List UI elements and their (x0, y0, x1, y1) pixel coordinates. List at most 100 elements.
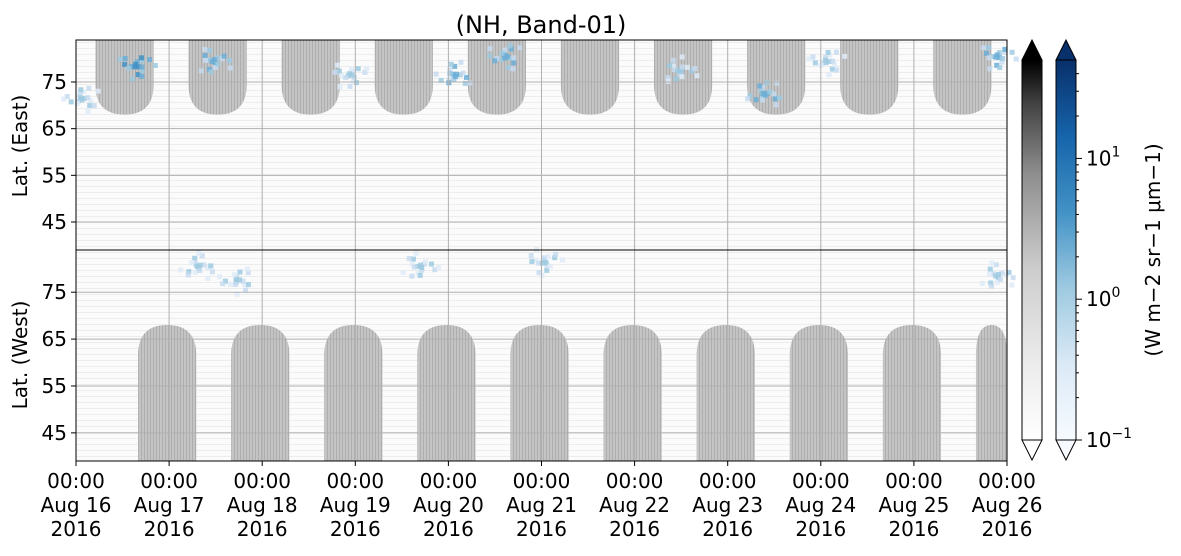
radiance-cell (812, 60, 818, 66)
radiance-cell (684, 64, 690, 70)
y-tick-label-west: 65 (42, 327, 67, 351)
radiance-cell (552, 255, 558, 261)
radiance-cell (694, 73, 700, 79)
radiance-cell (220, 281, 226, 287)
radiance-cell (671, 67, 677, 73)
y-tick-label-east: 55 (42, 163, 67, 187)
x-tick-label: 2016 (423, 517, 474, 541)
radiance-cell (528, 253, 534, 259)
radiance-cell (133, 61, 139, 67)
radiance-cell (228, 65, 233, 71)
radiance-cell (197, 268, 203, 273)
radiance-cell (665, 78, 671, 84)
radiance-cell (517, 45, 523, 51)
y-tick-label-east: 75 (42, 70, 67, 94)
radiance-cell (987, 66, 993, 72)
x-tick-label: 2016 (51, 517, 102, 541)
x-tick-label: Aug 18 (227, 493, 298, 517)
radiance-cell (147, 57, 152, 63)
radiance-cell (823, 57, 828, 63)
x-tick-label: 2016 (516, 517, 567, 541)
y-tick-label-east: 45 (42, 210, 67, 234)
radiance-cell (1010, 275, 1016, 281)
radiance-cell (447, 67, 453, 73)
radiance-cell (529, 259, 535, 265)
radiance-cell (767, 89, 773, 95)
radiance-cell (984, 50, 989, 56)
radiance-cell (994, 52, 1000, 58)
radiance-cell (349, 72, 355, 78)
radiance-cell (993, 273, 999, 279)
radiance-cell (825, 49, 831, 55)
no-data-region-west (138, 325, 197, 461)
radiance-cell (409, 261, 415, 267)
radiance-cell (499, 50, 505, 56)
radiance-cell (74, 101, 80, 107)
radiance-cell (988, 280, 994, 286)
x-tick-label: 00:00 (978, 469, 1036, 493)
no-data-region-west (603, 325, 662, 461)
radiance-cell (213, 65, 218, 70)
radiance-cell (536, 270, 542, 275)
radiance-cell (1001, 49, 1007, 55)
no-data-region-west (696, 325, 755, 461)
radiance-cell (332, 69, 338, 75)
radiance-cell (679, 74, 685, 80)
radiance-cell (77, 92, 83, 98)
no-data-region-east (560, 40, 620, 115)
radiance-cell (986, 45, 992, 51)
radiance-cell (773, 102, 779, 108)
radiance-cell (354, 80, 359, 86)
x-tick-label: Aug 24 (785, 493, 856, 517)
radiance-cell (505, 65, 511, 70)
radiance-cell (989, 54, 995, 59)
x-tick-label: Aug 20 (413, 493, 484, 517)
colorbar-blues-extend-min (1055, 439, 1077, 462)
radiance-cell (760, 91, 766, 96)
radiance-cell (231, 272, 237, 278)
radiance-cell (139, 58, 145, 64)
colorbar-tick-label: 101 (1086, 144, 1120, 170)
radiance-cell (409, 273, 415, 279)
x-tick-label: 2016 (982, 517, 1033, 541)
radiance-cell (560, 257, 565, 263)
radiance-cell (458, 59, 464, 65)
radiance-cell (211, 57, 217, 63)
radiance-cell (999, 270, 1005, 276)
radiance-cell (673, 76, 679, 82)
radiance-cell (85, 109, 91, 114)
radiance-cell (209, 269, 215, 275)
radiance-cell (411, 256, 416, 262)
radiance-cell (117, 56, 123, 62)
radiance-cell (452, 63, 458, 69)
radiance-cell (86, 85, 92, 91)
radiance-cell (136, 64, 142, 70)
radiance-cell (88, 98, 94, 104)
x-tick-label: 2016 (237, 517, 288, 541)
radiance-cell (196, 250, 202, 256)
radiance-cell (337, 84, 343, 90)
radiance-cell (462, 80, 468, 86)
radiance-cell (460, 70, 466, 76)
radiance-cell (547, 263, 553, 269)
x-tick-label: 2016 (144, 517, 195, 541)
radiance-cell (122, 56, 128, 61)
radiance-cell (139, 73, 145, 79)
radiance-cell (192, 255, 198, 261)
radiance-cell (364, 66, 370, 72)
radiance-cell (139, 68, 145, 74)
radiance-cell (432, 267, 438, 273)
x-tick-label: 00:00 (606, 469, 664, 493)
radiance-cell (533, 257, 538, 263)
radiance-cell (553, 252, 559, 257)
radiance-cell (241, 282, 247, 288)
radiance-cell (122, 62, 128, 67)
radiance-cell (347, 83, 353, 89)
chart-title: (NH, Band-01) (456, 11, 627, 39)
radiance-cell (541, 255, 547, 261)
radiance-cell (208, 263, 214, 269)
radiance-cell (202, 46, 208, 52)
radiance-cell (215, 61, 221, 67)
no-data-region-east (467, 40, 526, 115)
radiance-cell (534, 246, 539, 252)
